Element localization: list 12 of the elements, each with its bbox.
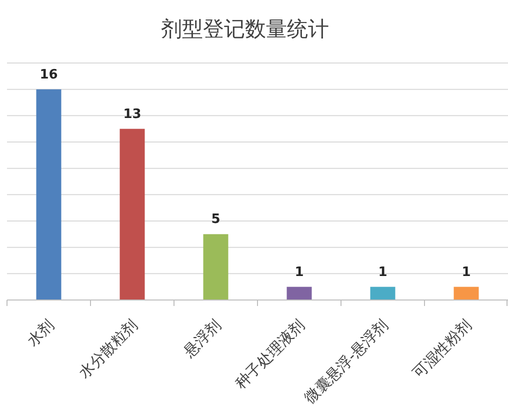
x-tick-label: 可湿性粉剂: [409, 316, 476, 382]
x-tick-label: 水剂: [24, 316, 58, 350]
x-tick-label: 悬浮剂: [179, 316, 225, 362]
data-label: 1: [294, 264, 304, 280]
data-label: 1: [462, 264, 471, 280]
data-label: 1: [378, 264, 388, 280]
x-tick-label: 水分散粒剂: [75, 316, 142, 382]
data-label: 5: [211, 212, 220, 228]
x-tick-label: 种子处理液剂: [232, 316, 308, 392]
chart-title: 剂型登记数量统计: [161, 17, 329, 41]
data-label: 16: [40, 67, 58, 82]
data-label: 13: [123, 106, 142, 122]
